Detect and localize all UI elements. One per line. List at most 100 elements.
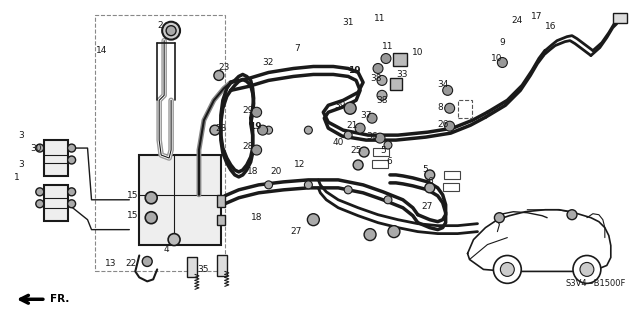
Text: 22: 22 (125, 259, 136, 268)
Circle shape (68, 188, 76, 196)
Bar (44, 140, 68, 176)
Circle shape (443, 85, 452, 95)
Text: 10: 10 (492, 54, 503, 63)
Circle shape (142, 256, 152, 266)
Bar (140, 155, 221, 245)
Circle shape (145, 192, 157, 204)
Text: 16: 16 (545, 22, 557, 31)
Text: 29: 29 (243, 106, 254, 115)
Circle shape (344, 102, 356, 114)
Text: S3V4−B1500F: S3V4−B1500F (565, 279, 625, 288)
Text: 38: 38 (370, 74, 381, 83)
Text: 39: 39 (334, 101, 346, 110)
Circle shape (214, 70, 224, 80)
Circle shape (500, 263, 515, 276)
Circle shape (168, 234, 180, 246)
Bar (372, 160, 388, 168)
Text: 19: 19 (249, 122, 261, 131)
Circle shape (36, 144, 44, 152)
Text: 11: 11 (382, 42, 394, 51)
Text: 3: 3 (18, 130, 24, 140)
Bar (95, 15, 225, 271)
Circle shape (305, 126, 312, 134)
Circle shape (166, 26, 176, 36)
Circle shape (580, 263, 594, 276)
Circle shape (344, 131, 352, 139)
Circle shape (264, 181, 273, 189)
Circle shape (573, 256, 601, 283)
Text: 26: 26 (438, 120, 449, 129)
Text: 18: 18 (246, 167, 258, 176)
Text: 28: 28 (243, 142, 254, 151)
Text: 6: 6 (428, 177, 433, 186)
Text: 24: 24 (511, 16, 523, 25)
Circle shape (377, 90, 387, 100)
Circle shape (68, 144, 76, 152)
Circle shape (305, 181, 312, 189)
Text: 37: 37 (360, 111, 372, 120)
Text: 7: 7 (294, 44, 300, 53)
Circle shape (252, 145, 262, 155)
Circle shape (425, 183, 435, 193)
Text: 15: 15 (127, 211, 139, 220)
Text: 1: 1 (14, 174, 20, 182)
Bar (612, 13, 627, 23)
Circle shape (375, 133, 385, 143)
Circle shape (145, 212, 157, 224)
Bar (444, 171, 460, 179)
Text: 33: 33 (396, 70, 408, 79)
Text: 15: 15 (127, 191, 139, 200)
Text: 30: 30 (30, 144, 42, 152)
Text: 3: 3 (18, 160, 24, 169)
Circle shape (162, 22, 180, 40)
Circle shape (445, 103, 454, 113)
Text: 38: 38 (376, 96, 388, 105)
Bar (217, 195, 225, 207)
Text: 2: 2 (157, 21, 163, 30)
Bar (217, 255, 227, 276)
Circle shape (373, 63, 383, 73)
Circle shape (252, 107, 262, 117)
Text: 11: 11 (374, 14, 385, 23)
Circle shape (68, 200, 76, 208)
Bar (217, 215, 225, 225)
Circle shape (307, 214, 319, 226)
Text: 19: 19 (348, 66, 361, 75)
Text: 34: 34 (438, 80, 449, 89)
Text: 23: 23 (219, 63, 230, 72)
Circle shape (210, 125, 220, 135)
Circle shape (359, 147, 369, 157)
Text: 32: 32 (262, 58, 274, 67)
Circle shape (36, 188, 44, 196)
Circle shape (364, 229, 376, 241)
Bar (373, 148, 389, 156)
Text: 35: 35 (197, 265, 209, 274)
Bar (187, 257, 197, 278)
Text: 27: 27 (291, 227, 302, 236)
Text: 20: 20 (271, 167, 282, 176)
Circle shape (381, 54, 391, 63)
Circle shape (377, 75, 387, 85)
Text: 17: 17 (531, 12, 543, 21)
Text: 6: 6 (386, 158, 392, 167)
Text: 36: 36 (366, 132, 378, 141)
Circle shape (567, 210, 577, 220)
Circle shape (495, 213, 504, 223)
Text: 27: 27 (422, 202, 433, 211)
Bar (443, 183, 459, 191)
Text: 25: 25 (350, 145, 362, 154)
Circle shape (615, 15, 623, 23)
Circle shape (36, 200, 44, 208)
Circle shape (367, 113, 377, 123)
Circle shape (384, 196, 392, 204)
Circle shape (388, 226, 400, 238)
Circle shape (445, 121, 454, 131)
Circle shape (68, 156, 76, 164)
Text: 13: 13 (106, 259, 117, 268)
Circle shape (258, 125, 268, 135)
Text: 31: 31 (342, 18, 354, 27)
Text: 40: 40 (332, 137, 344, 147)
Text: 12: 12 (294, 160, 305, 169)
Bar (458, 100, 472, 118)
Text: 10: 10 (412, 48, 423, 57)
